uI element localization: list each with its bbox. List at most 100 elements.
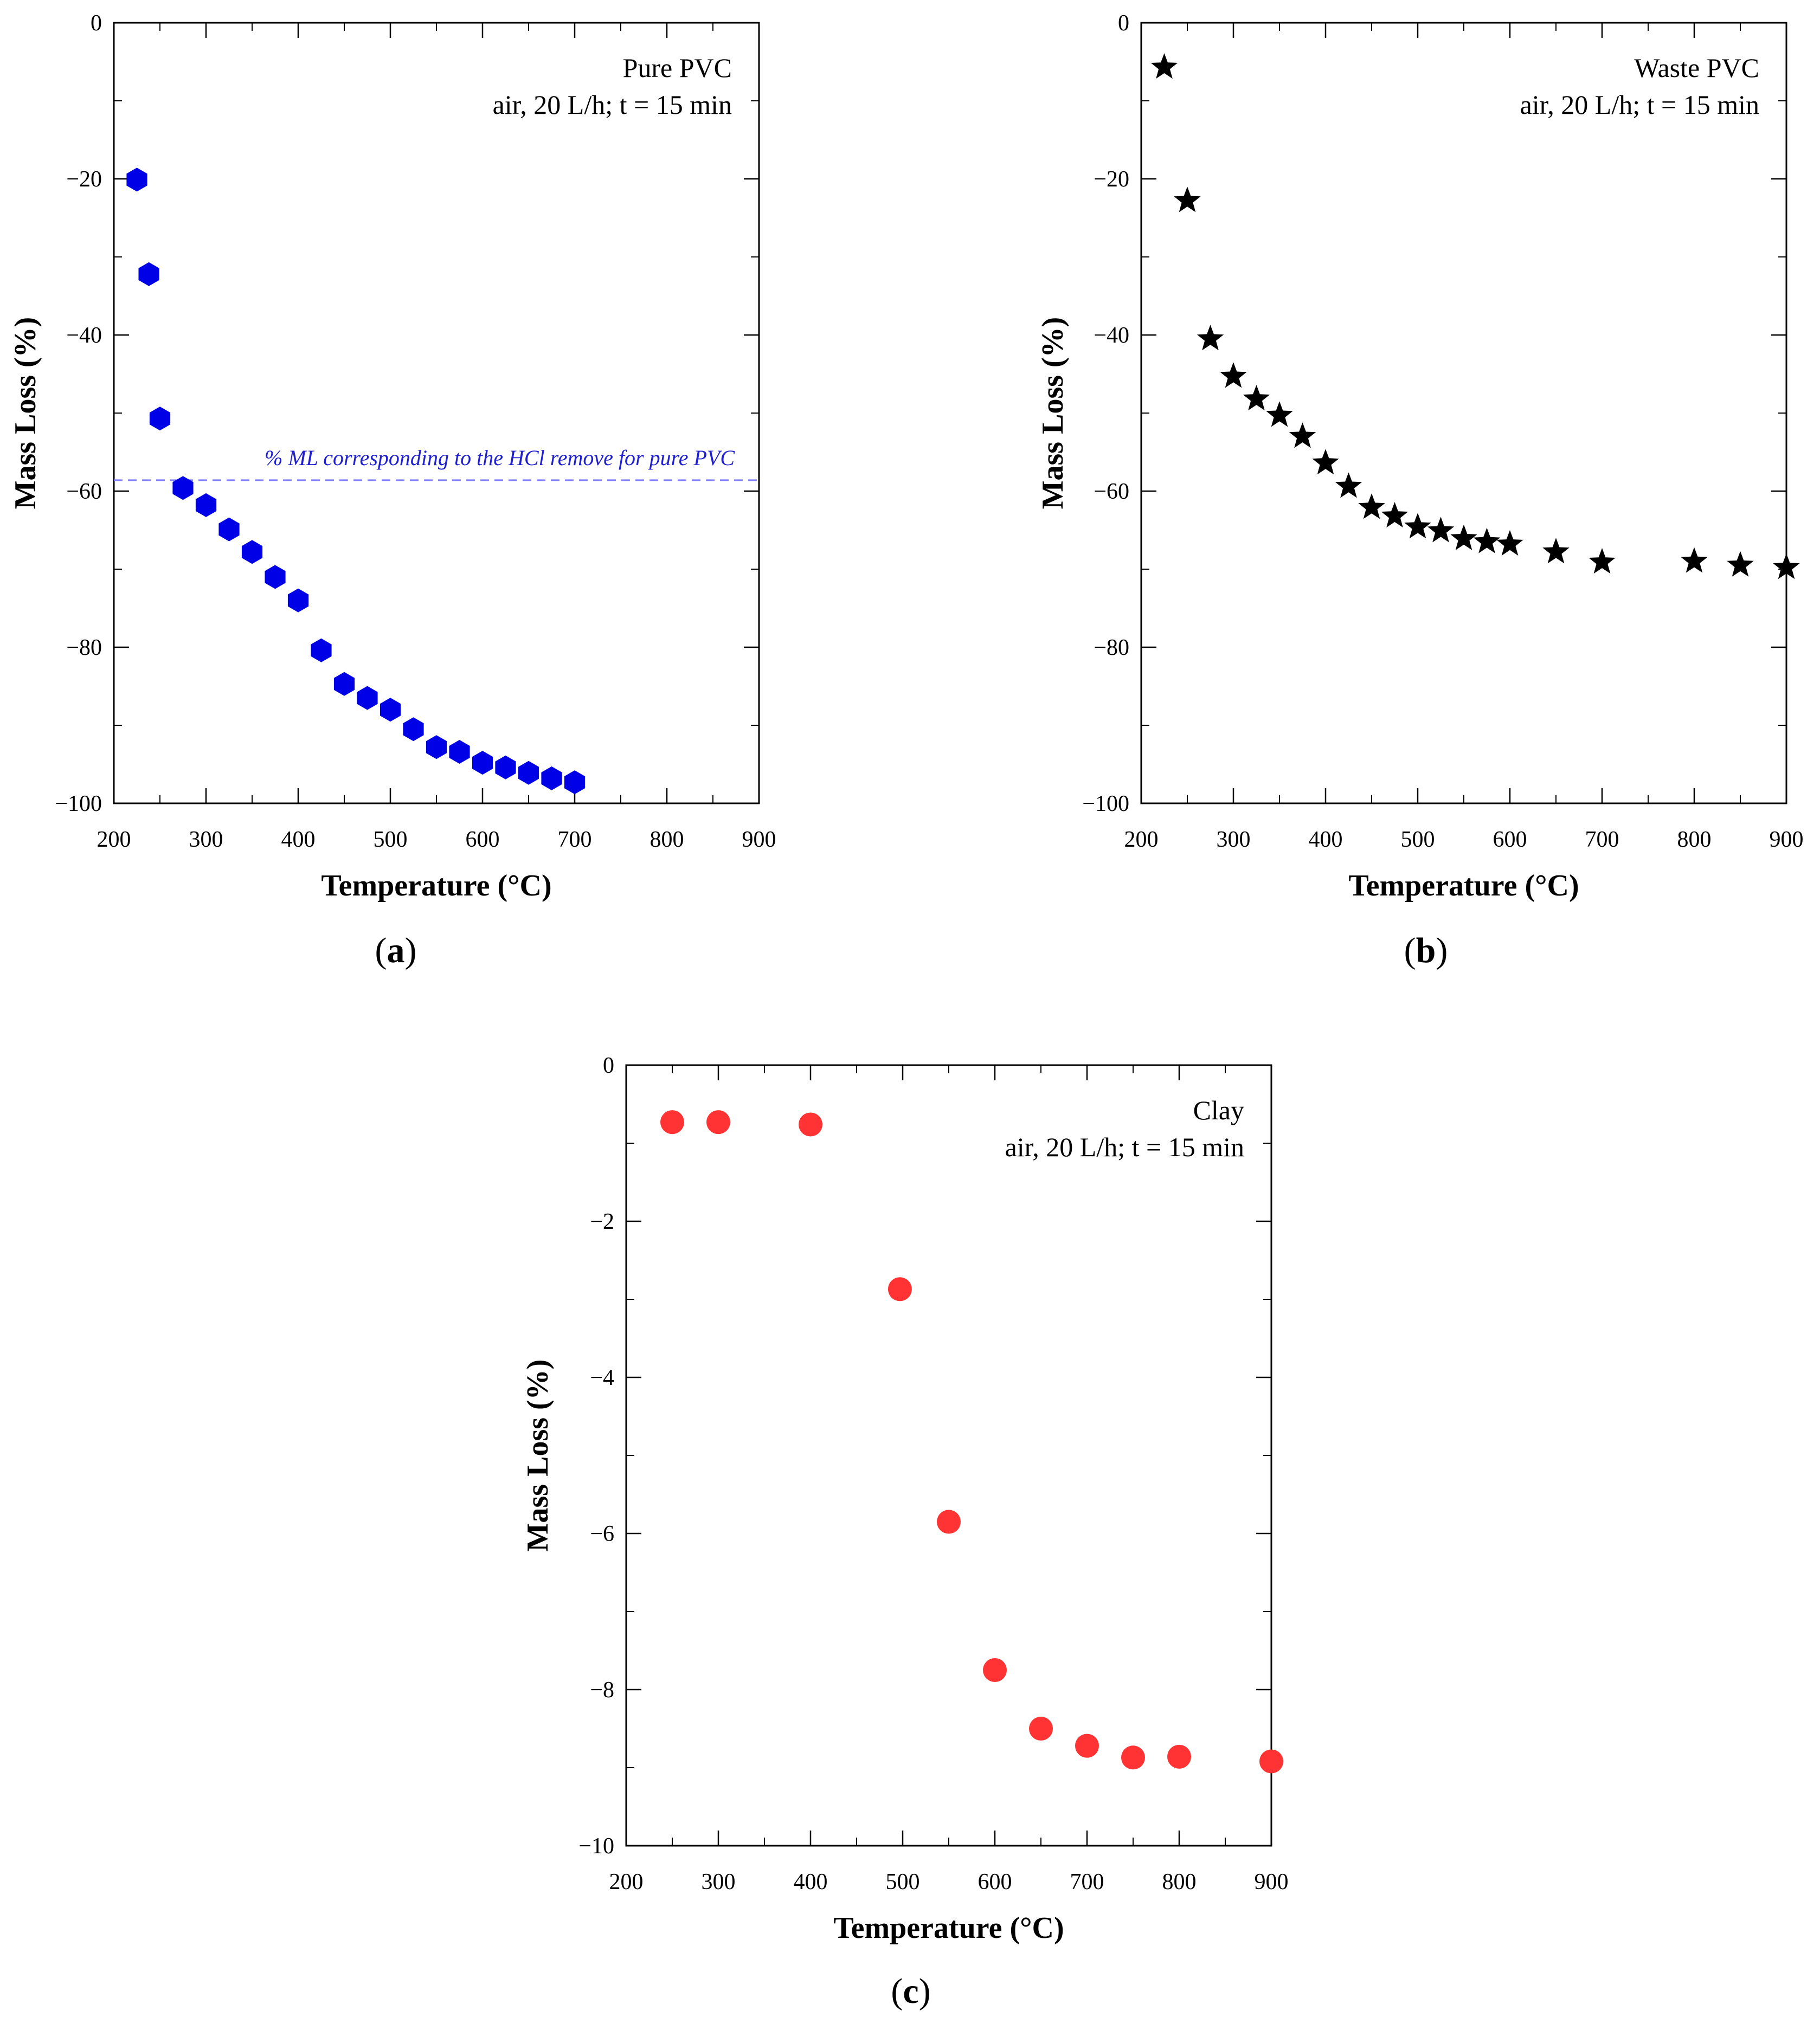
- data-point-circle: [937, 1510, 961, 1534]
- data-point-star: [1496, 530, 1523, 556]
- data-point-hexagon: [287, 588, 309, 613]
- x-tick-label: 600: [1493, 827, 1527, 852]
- data-point-hexagon: [126, 167, 147, 192]
- data-point-hexagon: [195, 493, 217, 517]
- data-point-star: [1681, 547, 1708, 573]
- plot-frame: [1140, 22, 1787, 804]
- x-tick-label: 700: [558, 827, 592, 852]
- panel-c-caption: (c): [891, 1971, 930, 2011]
- y-tick-label: −8: [590, 1678, 614, 1703]
- y-tick-label: 0: [603, 1053, 614, 1078]
- data-point-star: [1220, 362, 1247, 388]
- x-tick-label: 600: [978, 1870, 1012, 1894]
- data-point-hexagon: [149, 407, 171, 431]
- data-point-circle: [888, 1277, 912, 1301]
- panel-a: (a) 200 300 400 500 600 700 800 900 0 −20 −40 −60 −8…: [9, 11, 776, 970]
- data-point-hexagon: [138, 262, 159, 286]
- plot-frame: [113, 22, 760, 804]
- y-tick-label: −80: [66, 635, 102, 660]
- data-point-hexagon: [241, 540, 263, 564]
- data-point-star: [1243, 385, 1270, 411]
- y-axis-label: Mass Loss (%): [9, 317, 42, 510]
- data-point-hexagon: [333, 672, 355, 696]
- data-point-hexagon: [265, 565, 286, 589]
- data-point-circle: [1259, 1749, 1283, 1774]
- y-tick-label: −20: [66, 167, 102, 192]
- data-point-hexagon: [495, 755, 516, 779]
- data-point-star: [1335, 472, 1362, 498]
- data-point-star: [1150, 53, 1178, 79]
- panel-title: Pure PVC: [623, 53, 732, 83]
- data-point-hexagon: [172, 476, 194, 500]
- y-tick-label: −2: [590, 1209, 614, 1234]
- x-tick-label: 500: [886, 1870, 920, 1894]
- plot-frame: [625, 1064, 1272, 1847]
- y-tick-label: −20: [1094, 167, 1129, 192]
- data-point-star: [1404, 513, 1431, 539]
- data-point-hexagon: [541, 766, 562, 790]
- x-tick-label: 300: [702, 1870, 736, 1894]
- x-tick-label: 400: [281, 827, 316, 852]
- data-point-star: [1197, 325, 1224, 351]
- x-tick-label: 200: [1124, 827, 1159, 852]
- data-point-hexagon: [311, 638, 332, 662]
- x-tick-label: 700: [1070, 1870, 1104, 1894]
- y-tick-label: −10: [578, 1834, 614, 1859]
- hcl-reference-label: % ML corresponding to the HCl remove for…: [265, 446, 735, 470]
- data-point-hexagon: [380, 698, 401, 722]
- panel-conditions: air, 20 L/h; t = 15 min: [1520, 89, 1759, 120]
- panel-conditions: air, 20 L/h; t = 15 min: [493, 89, 732, 120]
- data-point-hexagon: [218, 517, 240, 542]
- panel-b-caption: (b): [1404, 931, 1448, 970]
- data-point-star: [1773, 553, 1800, 579]
- x-tick-label: 700: [1585, 827, 1619, 852]
- x-tick-label: 800: [650, 827, 684, 852]
- data-point-star: [1266, 401, 1293, 427]
- x-tick-label: 900: [1255, 1870, 1289, 1894]
- data-point-circle: [706, 1110, 730, 1135]
- data-point-star: [1358, 493, 1385, 519]
- data-point-star: [1589, 548, 1616, 574]
- x-axis-label: Temperature (°C): [1348, 869, 1579, 903]
- y-tick-label: −6: [590, 1522, 614, 1546]
- data-point-circle: [1121, 1745, 1145, 1770]
- y-tick-label: −40: [66, 323, 102, 348]
- panel-title: Waste PVC: [1634, 53, 1759, 83]
- x-tick-label: 800: [1677, 827, 1712, 852]
- y-tick-label: −40: [1094, 323, 1129, 348]
- x-axis-label: Temperature (°C): [833, 1911, 1064, 1945]
- panel-conditions: air, 20 L/h; t = 15 min: [1005, 1132, 1244, 1162]
- data-point-hexagon: [403, 717, 424, 742]
- data-point-circle: [983, 1658, 1007, 1682]
- data-point-star: [1473, 527, 1501, 553]
- y-tick-label: −80: [1094, 635, 1129, 660]
- x-tick-label: 400: [794, 1870, 828, 1894]
- data-point-circle: [1075, 1734, 1099, 1758]
- y-tick-label: 0: [91, 11, 102, 36]
- data-point-star: [1450, 524, 1477, 550]
- panel-a-caption: (a): [375, 931, 417, 970]
- x-tick-label: 800: [1162, 1870, 1197, 1894]
- data-point-hexagon: [357, 686, 378, 710]
- x-tick-label: 500: [1401, 827, 1435, 852]
- x-tick-label: 600: [466, 827, 500, 852]
- data-point-hexagon: [449, 740, 470, 764]
- x-tick-label: 200: [609, 1870, 644, 1894]
- x-tick-label: 400: [1309, 827, 1343, 852]
- y-axis-label: Mass Loss (%): [1036, 317, 1070, 510]
- y-tick-label: 0: [1118, 11, 1129, 36]
- y-tick-label: −100: [55, 791, 102, 816]
- x-tick-label: 900: [1770, 827, 1804, 852]
- data-point-star: [1174, 186, 1201, 212]
- data-point-star: [1289, 422, 1316, 448]
- x-axis-label: Temperature (°C): [321, 869, 551, 903]
- data-point-star: [1381, 502, 1409, 528]
- y-tick-label: −60: [1094, 479, 1129, 504]
- x-tick-label: 200: [97, 827, 131, 852]
- panel-c: (c) 200 300 400 500 600 700 800 900 0 −2 −4 −6 −8 −10…: [521, 1053, 1289, 2011]
- data-point-circle: [799, 1112, 822, 1137]
- y-tick-label: −60: [66, 479, 102, 504]
- x-tick-label: 300: [189, 827, 223, 852]
- data-point-hexagon: [564, 770, 586, 795]
